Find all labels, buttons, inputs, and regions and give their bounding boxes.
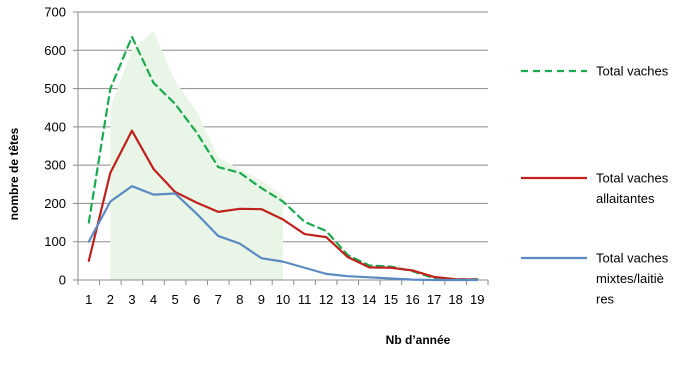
y-tick-label: 600 — [44, 43, 66, 58]
x-tick-label: 5 — [171, 292, 178, 307]
x-tick-label: 3 — [128, 292, 135, 307]
x-axis-title: Nb d’année — [386, 333, 451, 347]
y-tick-label: 100 — [44, 234, 66, 249]
x-tick-label: 18 — [448, 292, 462, 307]
background-area — [110, 31, 283, 281]
x-tick-label: 4 — [150, 292, 157, 307]
y-axis-title: nombre de têtes — [7, 127, 21, 220]
x-tick-label: 9 — [258, 292, 265, 307]
y-tick-label: 500 — [44, 81, 66, 96]
legend-label-2: allaitantes — [596, 191, 655, 206]
x-tick-label: 2 — [107, 292, 114, 307]
background-area-shape — [110, 31, 283, 281]
x-tick-label: 11 — [298, 292, 312, 307]
y-tick-label: 700 — [44, 5, 66, 20]
x-tick-label: 1 — [85, 292, 92, 307]
legend-label-3: res — [596, 292, 615, 307]
x-tick-label: 8 — [236, 292, 243, 307]
legend-label-3: Total vaches — [596, 251, 669, 266]
x-tick-label: 19 — [470, 292, 484, 307]
y-tick-label: 300 — [44, 158, 66, 173]
x-tick-label: 7 — [215, 292, 222, 307]
x-tick-label: 15 — [384, 292, 398, 307]
legend: Total vaches Total vaches allaitantes Total… — [521, 64, 669, 307]
y-tick-label: 0 — [59, 273, 66, 288]
y-tick-label: 400 — [44, 119, 66, 134]
legend-label-3: mixtes/laitiè — [596, 271, 664, 286]
x-tick-label: 12 — [319, 292, 333, 307]
x-tick-label: 10 — [276, 292, 290, 307]
x-tick-label: 14 — [362, 292, 376, 307]
x-tick-label: 16 — [405, 292, 419, 307]
x-tick-label: 6 — [193, 292, 200, 307]
y-tick-label: 200 — [44, 196, 66, 211]
legend-label-2: Total vaches — [596, 171, 669, 186]
x-tick-label: 13 — [341, 292, 355, 307]
series-line-3 — [87, 185, 479, 282]
series-line-2 — [87, 129, 479, 281]
legend-label-1: Total vaches — [596, 64, 669, 79]
x-tick-label: 17 — [427, 292, 441, 307]
series-lines — [87, 35, 479, 282]
